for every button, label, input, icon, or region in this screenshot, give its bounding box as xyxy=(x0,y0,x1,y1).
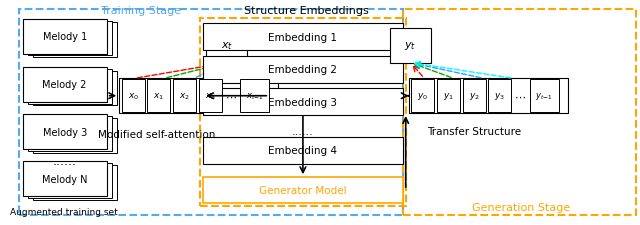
Text: $\cdots$: $\cdots$ xyxy=(515,91,526,101)
FancyBboxPatch shape xyxy=(22,68,107,102)
Text: $y_t$: $y_t$ xyxy=(404,40,417,52)
Text: $x_2$: $x_2$ xyxy=(179,91,190,101)
FancyBboxPatch shape xyxy=(22,20,107,54)
Text: Embedding 4: Embedding 4 xyxy=(268,146,337,155)
FancyBboxPatch shape xyxy=(33,23,116,58)
FancyBboxPatch shape xyxy=(33,118,116,153)
FancyBboxPatch shape xyxy=(122,80,145,113)
FancyBboxPatch shape xyxy=(28,164,112,198)
FancyBboxPatch shape xyxy=(240,80,269,113)
FancyBboxPatch shape xyxy=(28,70,112,104)
FancyBboxPatch shape xyxy=(33,71,116,106)
Text: $x_t$: $x_t$ xyxy=(221,40,233,52)
FancyBboxPatch shape xyxy=(28,22,112,56)
Text: $y_1$: $y_1$ xyxy=(443,91,454,102)
FancyBboxPatch shape xyxy=(22,115,107,149)
Text: Embedding 3: Embedding 3 xyxy=(268,97,337,107)
FancyBboxPatch shape xyxy=(173,80,196,113)
Text: Melody N: Melody N xyxy=(42,174,88,184)
FancyBboxPatch shape xyxy=(33,165,116,200)
Text: Modified self-attention: Modified self-attention xyxy=(98,130,215,140)
Text: $x_3$: $x_3$ xyxy=(205,91,216,101)
Text: $y_0$: $y_0$ xyxy=(417,91,428,102)
Text: $x_{t\!-\!1}$: $x_{t\!-\!1}$ xyxy=(246,91,264,101)
Text: $y_3$: $y_3$ xyxy=(494,91,506,102)
Text: $\cdots$: $\cdots$ xyxy=(225,91,236,101)
FancyBboxPatch shape xyxy=(204,24,403,51)
Text: Generator Model: Generator Model xyxy=(259,185,347,195)
Text: Transfer Structure: Transfer Structure xyxy=(428,126,522,137)
Text: ......: ...... xyxy=(292,126,314,137)
Text: Embedding 1: Embedding 1 xyxy=(268,33,337,43)
FancyBboxPatch shape xyxy=(529,80,559,113)
Text: Melody 2: Melody 2 xyxy=(42,80,87,90)
FancyBboxPatch shape xyxy=(204,177,403,203)
FancyBboxPatch shape xyxy=(206,29,247,63)
FancyBboxPatch shape xyxy=(412,80,435,113)
FancyBboxPatch shape xyxy=(147,80,170,113)
FancyBboxPatch shape xyxy=(437,80,460,113)
FancyBboxPatch shape xyxy=(204,137,403,164)
FancyBboxPatch shape xyxy=(28,117,112,151)
FancyBboxPatch shape xyxy=(488,80,511,113)
FancyBboxPatch shape xyxy=(198,80,222,113)
Text: Augmented training set: Augmented training set xyxy=(10,207,118,216)
FancyBboxPatch shape xyxy=(204,89,403,116)
Text: ......: ...... xyxy=(52,154,76,167)
FancyBboxPatch shape xyxy=(463,80,486,113)
Text: $x_1$: $x_1$ xyxy=(154,91,164,101)
FancyBboxPatch shape xyxy=(390,29,431,63)
FancyBboxPatch shape xyxy=(204,57,403,83)
Text: $x_0$: $x_0$ xyxy=(127,91,139,101)
Text: $y_{t\!-\!1}$: $y_{t\!-\!1}$ xyxy=(535,91,553,102)
FancyBboxPatch shape xyxy=(22,162,107,196)
Text: Melody 1: Melody 1 xyxy=(42,32,87,42)
Text: $y_2$: $y_2$ xyxy=(468,91,480,102)
Text: Melody 3: Melody 3 xyxy=(42,127,87,137)
Text: Structure Embeddings: Structure Embeddings xyxy=(244,6,369,16)
Text: Generation Stage: Generation Stage xyxy=(472,202,570,212)
FancyBboxPatch shape xyxy=(409,79,568,114)
FancyBboxPatch shape xyxy=(119,79,278,114)
Text: Embedding 2: Embedding 2 xyxy=(268,65,337,75)
Text: Training Stage: Training Stage xyxy=(101,6,181,16)
